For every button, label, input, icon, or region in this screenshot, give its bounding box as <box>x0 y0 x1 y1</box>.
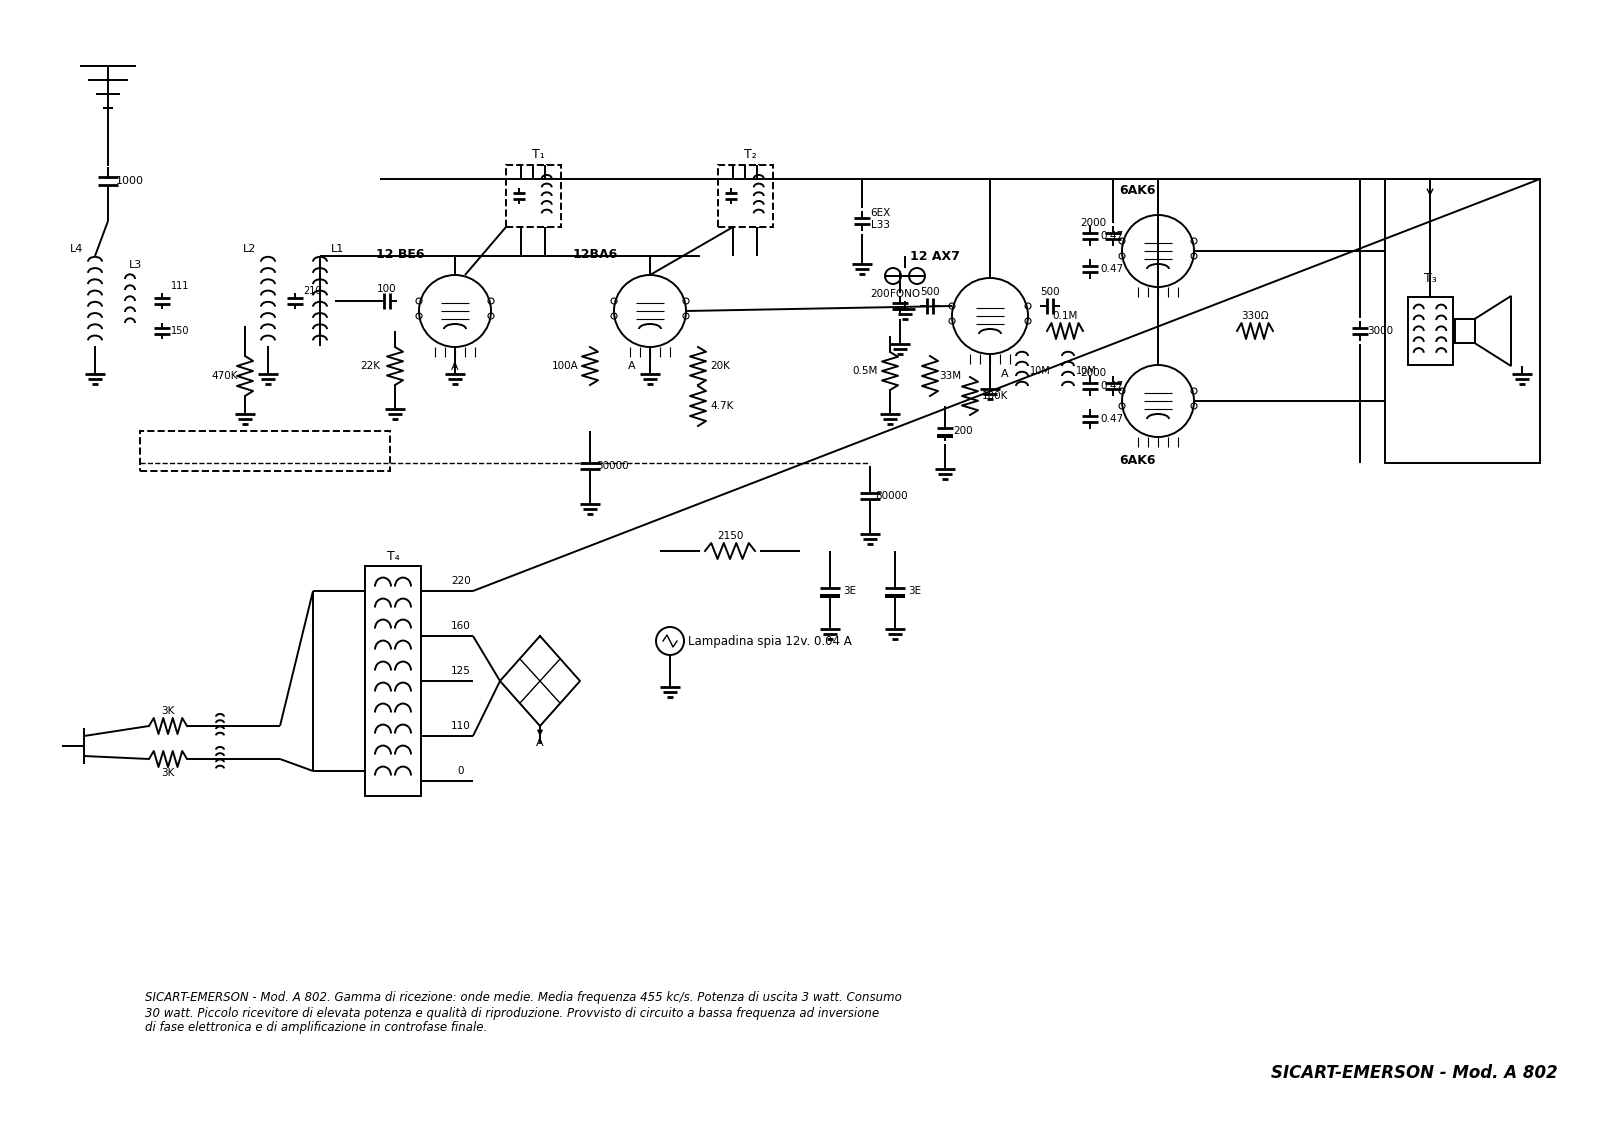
Text: 0: 0 <box>458 766 464 776</box>
Text: 0.47: 0.47 <box>1101 264 1123 274</box>
Text: A: A <box>536 739 544 748</box>
Text: 0.47: 0.47 <box>1101 414 1123 424</box>
Text: 200: 200 <box>954 426 973 435</box>
Text: 33M: 33M <box>939 371 962 381</box>
Text: 30000: 30000 <box>595 461 629 470</box>
Text: 100: 100 <box>378 284 397 294</box>
Text: T₁: T₁ <box>531 147 544 161</box>
Text: 330Ω: 330Ω <box>1242 311 1269 321</box>
Text: 80000: 80000 <box>875 491 909 501</box>
Text: 4.7K: 4.7K <box>710 402 734 411</box>
Text: 1000: 1000 <box>115 176 144 185</box>
Text: 10M: 10M <box>1030 366 1050 375</box>
Text: 12 AX7: 12 AX7 <box>910 250 960 262</box>
Text: 6AK6: 6AK6 <box>1120 455 1157 467</box>
Text: 22K: 22K <box>360 361 381 371</box>
Bar <box>1454 319 1475 343</box>
Text: SICART-EMERSON - Mod. A 802. Gamma di ricezione: onde medie. Media frequenza 455: SICART-EMERSON - Mod. A 802. Gamma di ri… <box>146 992 902 1004</box>
Text: 100A: 100A <box>552 361 578 371</box>
Polygon shape <box>938 434 954 438</box>
Bar <box>365 566 421 796</box>
Text: 0.1M: 0.1M <box>1053 311 1078 321</box>
Text: T₂: T₂ <box>744 147 757 161</box>
Text: T₃: T₃ <box>1424 273 1437 285</box>
Text: 220: 220 <box>451 576 470 586</box>
Text: 500: 500 <box>920 287 939 297</box>
Text: SICART-EMERSON - Mod. A 802: SICART-EMERSON - Mod. A 802 <box>1272 1064 1558 1082</box>
Text: 20K: 20K <box>710 361 730 371</box>
Text: L2: L2 <box>243 244 256 254</box>
Text: L4: L4 <box>70 244 83 254</box>
Text: 12BA6: 12BA6 <box>573 249 618 261</box>
Text: 110: 110 <box>451 720 470 731</box>
Text: 470K: 470K <box>211 371 238 381</box>
Bar <box>1408 297 1453 365</box>
Text: L3: L3 <box>128 260 142 270</box>
Text: 0.47: 0.47 <box>1101 231 1123 241</box>
Text: 6EX: 6EX <box>870 208 890 218</box>
Text: 3E: 3E <box>843 586 856 596</box>
Text: 12 BE6: 12 BE6 <box>376 249 424 261</box>
Text: A: A <box>629 361 635 371</box>
Text: 3E: 3E <box>909 586 922 596</box>
Text: L33: L33 <box>870 221 890 230</box>
Text: 2000: 2000 <box>1080 368 1106 378</box>
Text: di fase elettronica e di amplificazione in controfase finale.: di fase elettronica e di amplificazione … <box>146 1021 488 1035</box>
Text: 0.5M: 0.5M <box>853 366 878 375</box>
Text: 6AK6: 6AK6 <box>1120 184 1157 198</box>
Text: 500: 500 <box>1040 287 1059 297</box>
Text: 0.47: 0.47 <box>1101 381 1123 391</box>
Text: 210: 210 <box>304 286 322 296</box>
Text: Lampadina spia 12v. 0.04 A: Lampadina spia 12v. 0.04 A <box>688 634 851 648</box>
Text: 2000: 2000 <box>1080 218 1106 228</box>
Text: FONO: FONO <box>890 290 920 299</box>
Bar <box>717 165 773 227</box>
Bar <box>506 165 560 227</box>
Text: 10M: 10M <box>1075 366 1096 375</box>
Text: 111: 111 <box>171 280 189 291</box>
Text: 200: 200 <box>870 290 890 299</box>
Text: A: A <box>1002 369 1010 379</box>
Text: 160: 160 <box>451 621 470 631</box>
Text: 3K: 3K <box>162 706 174 716</box>
Bar <box>1386 179 1539 463</box>
Bar <box>141 431 390 470</box>
Text: 3K: 3K <box>162 768 174 778</box>
Text: 2150: 2150 <box>717 530 742 541</box>
Polygon shape <box>819 594 840 598</box>
Text: L1: L1 <box>331 244 344 254</box>
Text: T₄: T₄ <box>387 550 400 562</box>
Text: 125: 125 <box>451 666 470 676</box>
Text: 100K: 100K <box>982 391 1008 402</box>
Text: A: A <box>451 362 459 372</box>
Text: 30 watt. Piccolo ricevitore di elevata potenza e qualità di riproduzione. Provvi: 30 watt. Piccolo ricevitore di elevata p… <box>146 1007 878 1019</box>
Text: 3000: 3000 <box>1366 326 1394 336</box>
Polygon shape <box>885 594 906 598</box>
Text: 150: 150 <box>171 326 189 336</box>
